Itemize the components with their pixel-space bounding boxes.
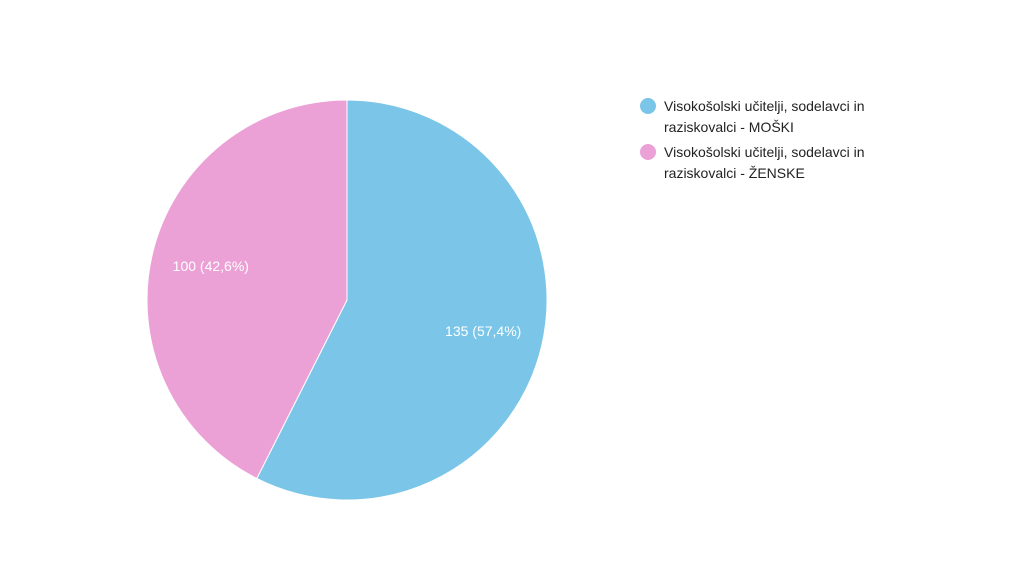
pie-slice xyxy=(256,99,548,501)
legend-swatch xyxy=(640,98,656,114)
slice-label: 100 (42,6%) xyxy=(173,258,249,274)
legend: Visokošolski učitelji, sodelavci in razi… xyxy=(640,96,900,188)
pie-slice xyxy=(146,99,348,480)
legend-item: Visokošolski učitelji, sodelavci in razi… xyxy=(640,96,900,138)
legend-label: Visokošolski učitelji, sodelavci in razi… xyxy=(664,144,865,181)
legend-swatch xyxy=(640,144,656,160)
legend-label: Visokošolski učitelji, sodelavci in razi… xyxy=(664,98,865,135)
legend-item: Visokošolski učitelji, sodelavci in razi… xyxy=(640,142,900,184)
slice-label: 135 (57,4%) xyxy=(445,323,521,339)
